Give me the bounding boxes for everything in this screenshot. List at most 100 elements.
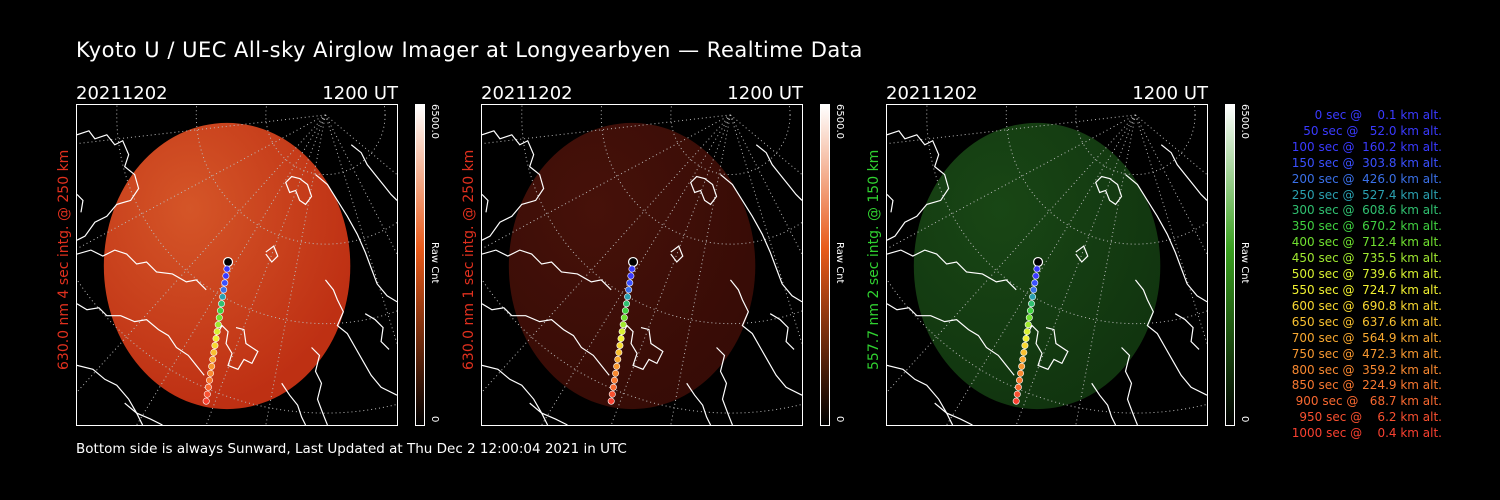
legend-item: 800 sec @ 359.2 km alt. <box>1287 362 1442 377</box>
trajectory-dot <box>223 265 231 273</box>
trajectory-dot <box>211 342 219 349</box>
trajectory-dot <box>607 397 615 405</box>
trajectory-dot <box>218 300 225 308</box>
trajectory-dot <box>208 362 216 370</box>
legend-item: 100 sec @ 160.2 km alt. <box>1287 139 1442 154</box>
colorbar-unit-label: Raw Cnt <box>1239 242 1250 284</box>
trajectory-dot <box>204 383 212 391</box>
trajectory-dot <box>1028 300 1035 308</box>
colorbar-unit-label: Raw Cnt <box>834 242 845 284</box>
trajectory-dot <box>625 286 633 294</box>
panel-side-label: 630.0 nm 4 sec intg. @ 250 km <box>56 149 72 370</box>
trajectory-dot <box>1013 390 1021 398</box>
footer-status: Bottom side is always Sunward, Last Upda… <box>76 441 627 457</box>
trajectory-dot <box>619 321 627 329</box>
colorbar-min-label: 0 <box>429 416 440 423</box>
trajectory-dot <box>220 286 228 294</box>
trajectory-dots <box>607 256 639 405</box>
legend-item: 450 sec @ 735.5 km alt. <box>1287 251 1442 266</box>
panel-time: 1200 UT <box>322 83 398 104</box>
trajectory-dot <box>1020 348 1028 356</box>
trajectory-dot <box>210 348 218 356</box>
trajectory-dot <box>222 272 230 280</box>
colorbar <box>1225 104 1235 426</box>
trajectory-dot <box>1015 376 1023 384</box>
colorbar <box>820 104 830 426</box>
trajectory-dot <box>209 355 217 363</box>
legend-item: 150 sec @ 303.8 km alt. <box>1287 155 1442 170</box>
coastline-map <box>887 130 1207 425</box>
trajectory-dot <box>627 256 639 268</box>
trajectory-dot <box>1026 307 1034 315</box>
legend-item: 750 sec @ 472.3 km alt. <box>1287 346 1442 361</box>
colorbar-unit-label: Raw Cnt <box>429 242 440 284</box>
trajectory-dot <box>615 348 623 356</box>
legend-item: 650 sec @ 637.6 km alt. <box>1287 314 1442 329</box>
trajectory-dot <box>1022 335 1030 343</box>
trajectory-dot <box>618 328 626 336</box>
legend-item: 700 sec @ 564.9 km alt. <box>1287 330 1442 345</box>
trajectory-dot <box>623 300 630 308</box>
allsky-image-frame <box>886 104 1208 426</box>
trajectory-dot <box>1018 362 1026 370</box>
allsky-image-frame <box>76 104 398 426</box>
legend-item: 1000 sec @ 0.4 km alt. <box>1291 426 1442 441</box>
legend-item: 600 sec @ 690.8 km alt. <box>1287 298 1442 313</box>
trajectory-dot <box>626 279 634 287</box>
trajectory-dot <box>212 335 220 343</box>
panel-date: 20211202 <box>481 83 573 104</box>
trajectory-dot <box>222 256 234 268</box>
trajectory-dot <box>617 335 625 343</box>
allsky-image <box>482 105 802 425</box>
trajectory-dot <box>221 279 229 287</box>
trajectory-dot <box>610 376 618 384</box>
trajectory-dot <box>219 293 227 301</box>
trajectory-dot <box>609 383 617 391</box>
colorbar <box>415 104 425 426</box>
trajectory-dot <box>1024 321 1032 329</box>
trajectory-dot <box>1014 383 1022 391</box>
legend-item: 500 sec @ 739.6 km alt. <box>1287 267 1442 282</box>
coastline-map <box>482 130 802 425</box>
colorbar-max-label: 6500.0 <box>1239 104 1250 139</box>
trajectory-dot <box>1032 272 1040 280</box>
trajectory-dots <box>1012 256 1044 405</box>
coastline-map <box>77 130 397 425</box>
legend-item: 300 sec @ 608.6 km alt. <box>1287 203 1442 218</box>
panel-time: 1200 UT <box>727 83 803 104</box>
colorbar-min-label: 0 <box>834 416 845 423</box>
legend-item: 200 sec @ 426.0 km alt. <box>1287 171 1442 186</box>
panel-side-label: 557.7 nm 2 sec intg. @ 150 km <box>866 149 882 370</box>
trajectory-dot <box>203 390 211 398</box>
trajectory-dot <box>214 321 222 329</box>
legend-item: 50 sec @ 52.0 km alt. <box>1295 123 1442 138</box>
legend-item: 950 sec @ 6.2 km alt. <box>1295 410 1442 425</box>
legend-item: 900 sec @ 68.7 km alt. <box>1291 394 1442 409</box>
panel-time: 1200 UT <box>1132 83 1208 104</box>
trajectory-dot <box>1017 369 1025 377</box>
trajectory-dot <box>1033 265 1041 273</box>
legend-item: 550 sec @ 724.7 km alt. <box>1287 282 1442 297</box>
legend-item: 0 sec @ 0.1 km alt. <box>1303 108 1442 122</box>
trajectory-dot <box>1032 256 1044 268</box>
trajectory-dot <box>1012 397 1020 405</box>
panel-date: 20211202 <box>886 83 978 104</box>
trajectory-dots <box>202 256 234 405</box>
trajectory-dot <box>202 397 210 405</box>
trajectory-dot <box>213 328 221 336</box>
trajectory-dot <box>1031 279 1039 287</box>
panel-date: 20211202 <box>76 83 168 104</box>
colorbar-max-label: 6500.0 <box>429 104 440 139</box>
trajectory-dot <box>627 272 635 280</box>
trajectory-dot <box>612 369 620 377</box>
trajectory-dot <box>1023 328 1031 336</box>
trajectory-dot <box>1029 293 1037 301</box>
trajectory-dot <box>216 307 224 315</box>
colorbar-min-label: 0 <box>1239 416 1250 423</box>
allsky-image-frame <box>481 104 803 426</box>
trajectory-dot <box>620 314 628 322</box>
trajectory-legend: 0 sec @ 0.1 km alt. 50 sec @ 52.0 km alt… <box>1252 108 1442 442</box>
trajectory-dot <box>628 265 636 273</box>
trajectory-dot <box>205 376 213 384</box>
trajectory-dot <box>621 307 629 315</box>
